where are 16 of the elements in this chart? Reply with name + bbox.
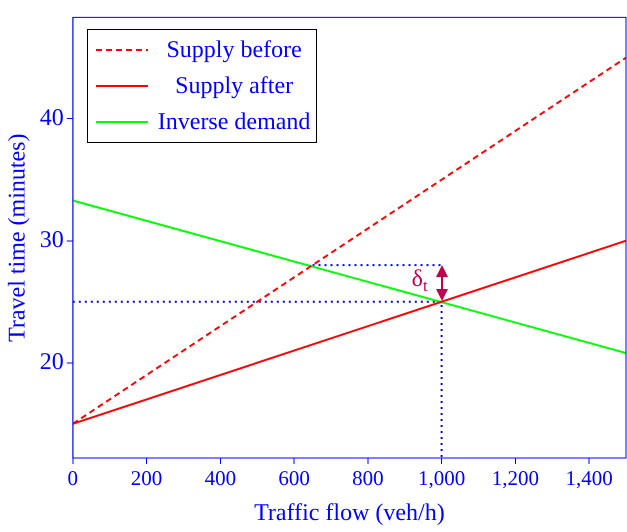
x-tick-label: 1,400 (565, 466, 613, 490)
x-tick-label: 400 (204, 466, 236, 490)
y-tick-label: 20 (40, 349, 64, 376)
x-tick-label: 1,000 (418, 466, 466, 490)
legend-label: Supply after (174, 72, 294, 100)
x-tick-label: 200 (130, 466, 162, 490)
x-tick-label: 600 (278, 466, 310, 490)
x-tick-label: 1,200 (492, 466, 539, 490)
y-axis-title: Travel time (minutes) (4, 133, 31, 342)
x-tick-label: 800 (352, 466, 384, 490)
legend-label: Supply before (165, 36, 303, 64)
x-tick-label: 0 (68, 466, 78, 490)
x-axis-title: Traffic flow (veh/h) (254, 500, 445, 526)
y-tick-label: 40 (40, 105, 64, 131)
y-tick-label: 30 (40, 227, 64, 254)
legend-label: Inverse demand (158, 108, 310, 136)
